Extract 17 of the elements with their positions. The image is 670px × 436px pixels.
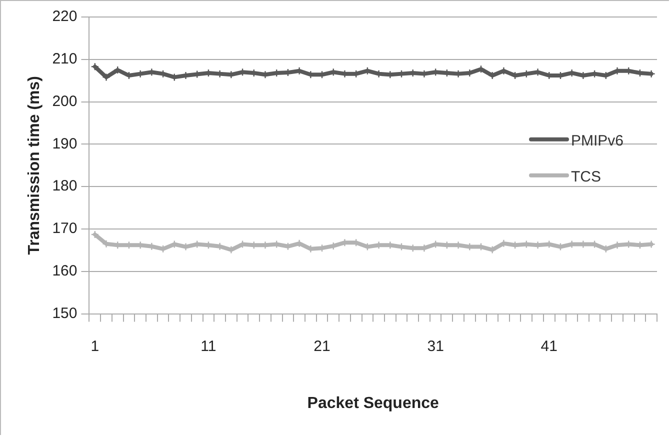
x-tick-label: 31 (427, 338, 444, 355)
y-tick-label: 200 (52, 92, 78, 110)
y-tick-label: 190 (52, 135, 78, 152)
y-tick-label: 150 (52, 304, 78, 322)
y-tick-label: 220 (52, 8, 78, 26)
legend-label: PMIPv6 (571, 132, 624, 150)
y-tick-label: 170 (52, 220, 78, 238)
x-tick-label: 21 (314, 338, 330, 355)
x-axis-title: Packet Sequence (307, 394, 440, 412)
y-tick-label: 160 (52, 262, 78, 280)
x-tick-label: 11 (200, 338, 216, 355)
x-tick-label: 41 (540, 338, 558, 355)
legend-label: TCS (571, 168, 601, 186)
y-axis-title: Transmission time (ms) (26, 76, 44, 255)
y-tick-label: 210 (52, 50, 78, 68)
x-tick-label: 1 (90, 338, 100, 355)
y-tick-label: 180 (52, 178, 78, 195)
